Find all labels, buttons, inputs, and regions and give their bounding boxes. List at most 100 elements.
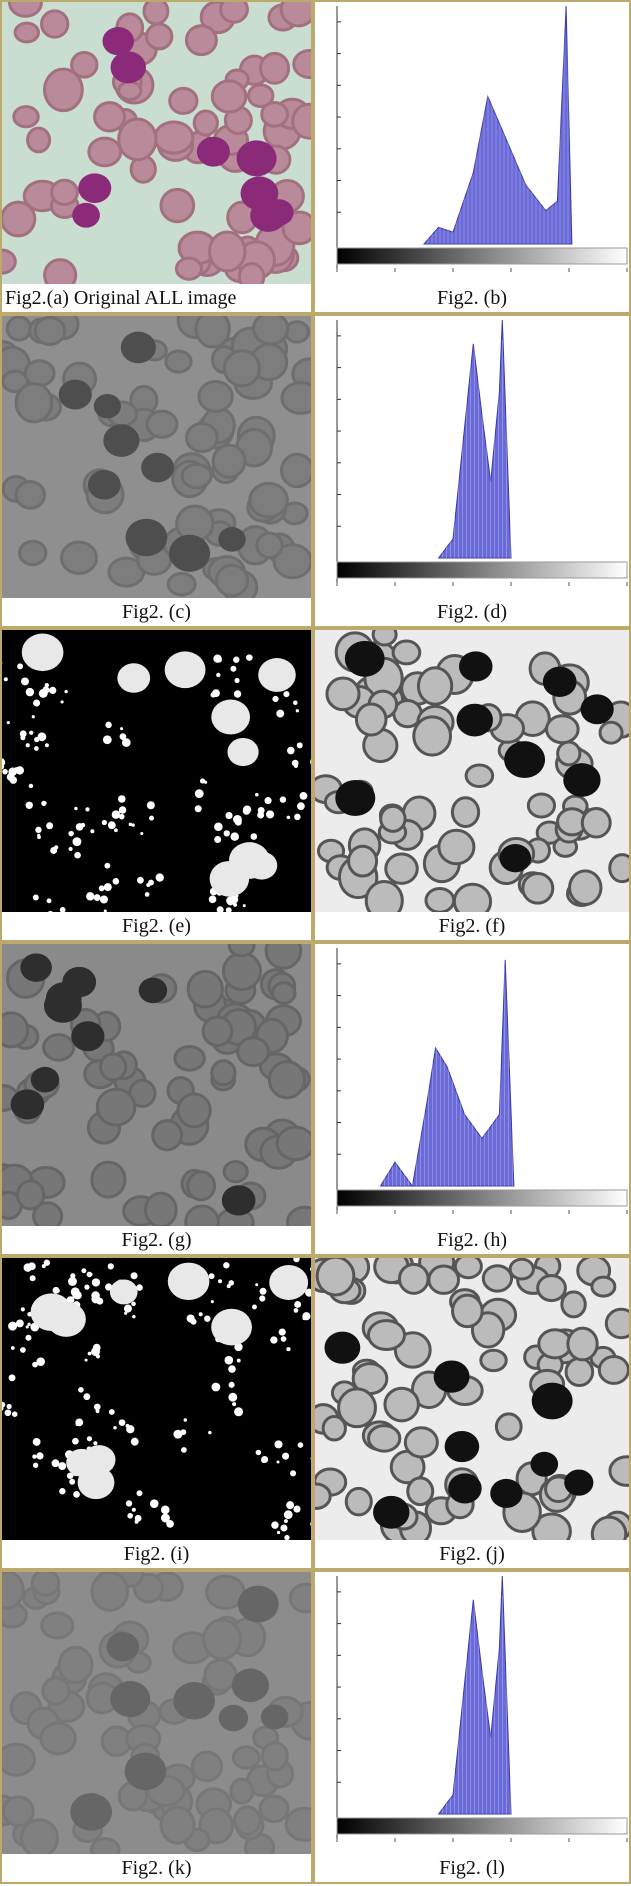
speckle: [92, 1343, 101, 1352]
speckle: [44, 683, 50, 688]
nucleus-blob: [531, 1382, 573, 1420]
cell-blob: [197, 380, 234, 413]
speckle: [98, 885, 105, 892]
cell-blob: [190, 1750, 224, 1783]
speckle: [295, 709, 299, 713]
nucleus-blob: [580, 694, 614, 725]
cell-blob: [192, 109, 219, 137]
cell-blob: [255, 531, 284, 560]
cell-blob: [260, 100, 289, 128]
speckle: [8, 1321, 18, 1331]
cell-blob: [260, 1741, 289, 1772]
nucleus-blob: [58, 379, 92, 410]
cell-blob: [406, 1476, 435, 1507]
speckle: [242, 904, 246, 908]
cell-blob: [248, 481, 289, 519]
speckle: [136, 1284, 143, 1291]
speckle: [102, 735, 112, 745]
speckle: [35, 826, 42, 834]
nucleus-blob: [227, 737, 259, 767]
speckle: [234, 677, 240, 684]
nucleus-blob: [78, 173, 112, 203]
speckle: [210, 1300, 214, 1304]
cell-blob: [214, 563, 250, 598]
speckle: [293, 1258, 300, 1263]
speckle: [297, 802, 305, 811]
cell-blob: [416, 666, 454, 706]
nucleus-blob: [109, 1279, 138, 1305]
speckle: [257, 811, 265, 819]
nucleus-blob: [433, 1360, 470, 1393]
cell-blob: [229, 1777, 255, 1805]
cell-blob: [93, 101, 127, 133]
cell-blob: [566, 1326, 599, 1362]
nucleus-blob: [269, 1264, 309, 1300]
speckle: [204, 1315, 211, 1322]
cell-blob: [12, 105, 40, 129]
cell-blob: [184, 422, 219, 454]
speckle: [226, 896, 235, 905]
cell-blob: [427, 1264, 461, 1295]
cell-blob: [521, 871, 555, 905]
panel-image: [315, 2, 629, 284]
cell-blob: [222, 349, 261, 388]
speckle: [294, 813, 301, 821]
speckle: [6, 1403, 12, 1410]
speckle: [34, 746, 39, 751]
cell-blob: [264, 944, 303, 970]
speckle: [107, 1263, 114, 1270]
nucleus-blob: [102, 27, 134, 56]
speckle: [280, 1336, 287, 1342]
speckle: [125, 1500, 133, 1507]
cell-blob: [233, 1805, 262, 1836]
speckle: [86, 1271, 93, 1278]
speckle: [234, 818, 242, 826]
nucleus-blob: [231, 1668, 270, 1703]
panel-caption: Fig2. (h): [437, 1229, 507, 1251]
speckle: [87, 1351, 92, 1356]
figure-panel: Fig2. (k): [0, 1570, 313, 1884]
nucleus-blob: [218, 1704, 249, 1732]
speckle: [208, 1273, 215, 1280]
cell-blob: [142, 2, 170, 26]
nucleus-blob: [563, 763, 601, 797]
nucleus-blob: [228, 842, 270, 879]
speckle: [21, 677, 29, 686]
cell-blob: [545, 714, 580, 745]
speckle: [43, 1259, 51, 1266]
gray-ramp: [336, 247, 628, 265]
speckle: [146, 801, 155, 810]
cell-blob: [180, 462, 213, 490]
speckle: [118, 795, 126, 803]
speckle: [9, 776, 18, 784]
speckle: [204, 780, 208, 784]
cell-blob: [186, 969, 224, 1009]
speckle: [276, 1530, 281, 1535]
cell-blob: [452, 882, 493, 912]
speckle: [93, 1441, 98, 1446]
speckle: [73, 1490, 80, 1498]
speckle: [31, 715, 35, 719]
cell-blob: [292, 49, 311, 80]
gray-ramp: [336, 1817, 628, 1835]
speckle: [226, 1284, 231, 1289]
panel-image: [315, 1258, 629, 1540]
speckle: [4, 1409, 12, 1417]
nucleus-blob: [77, 1465, 115, 1500]
speckle: [131, 1507, 136, 1512]
cell-blob: [236, 1036, 270, 1068]
cell-blob: [151, 1119, 184, 1152]
speckle: [283, 1453, 290, 1460]
nucleus-blob: [30, 1293, 73, 1332]
cell-blob: [391, 639, 422, 666]
speckle: [224, 1355, 234, 1365]
nucleus-blob: [167, 1262, 210, 1301]
cell-blob: [30, 1572, 61, 1597]
speckle: [279, 796, 287, 803]
nucleus-blob: [10, 1089, 45, 1120]
cell-blob: [2, 1742, 37, 1777]
speckle: [208, 895, 217, 904]
panel-image: [2, 2, 311, 284]
nucleus-blob: [169, 534, 211, 572]
nucleus-blob: [196, 136, 230, 167]
